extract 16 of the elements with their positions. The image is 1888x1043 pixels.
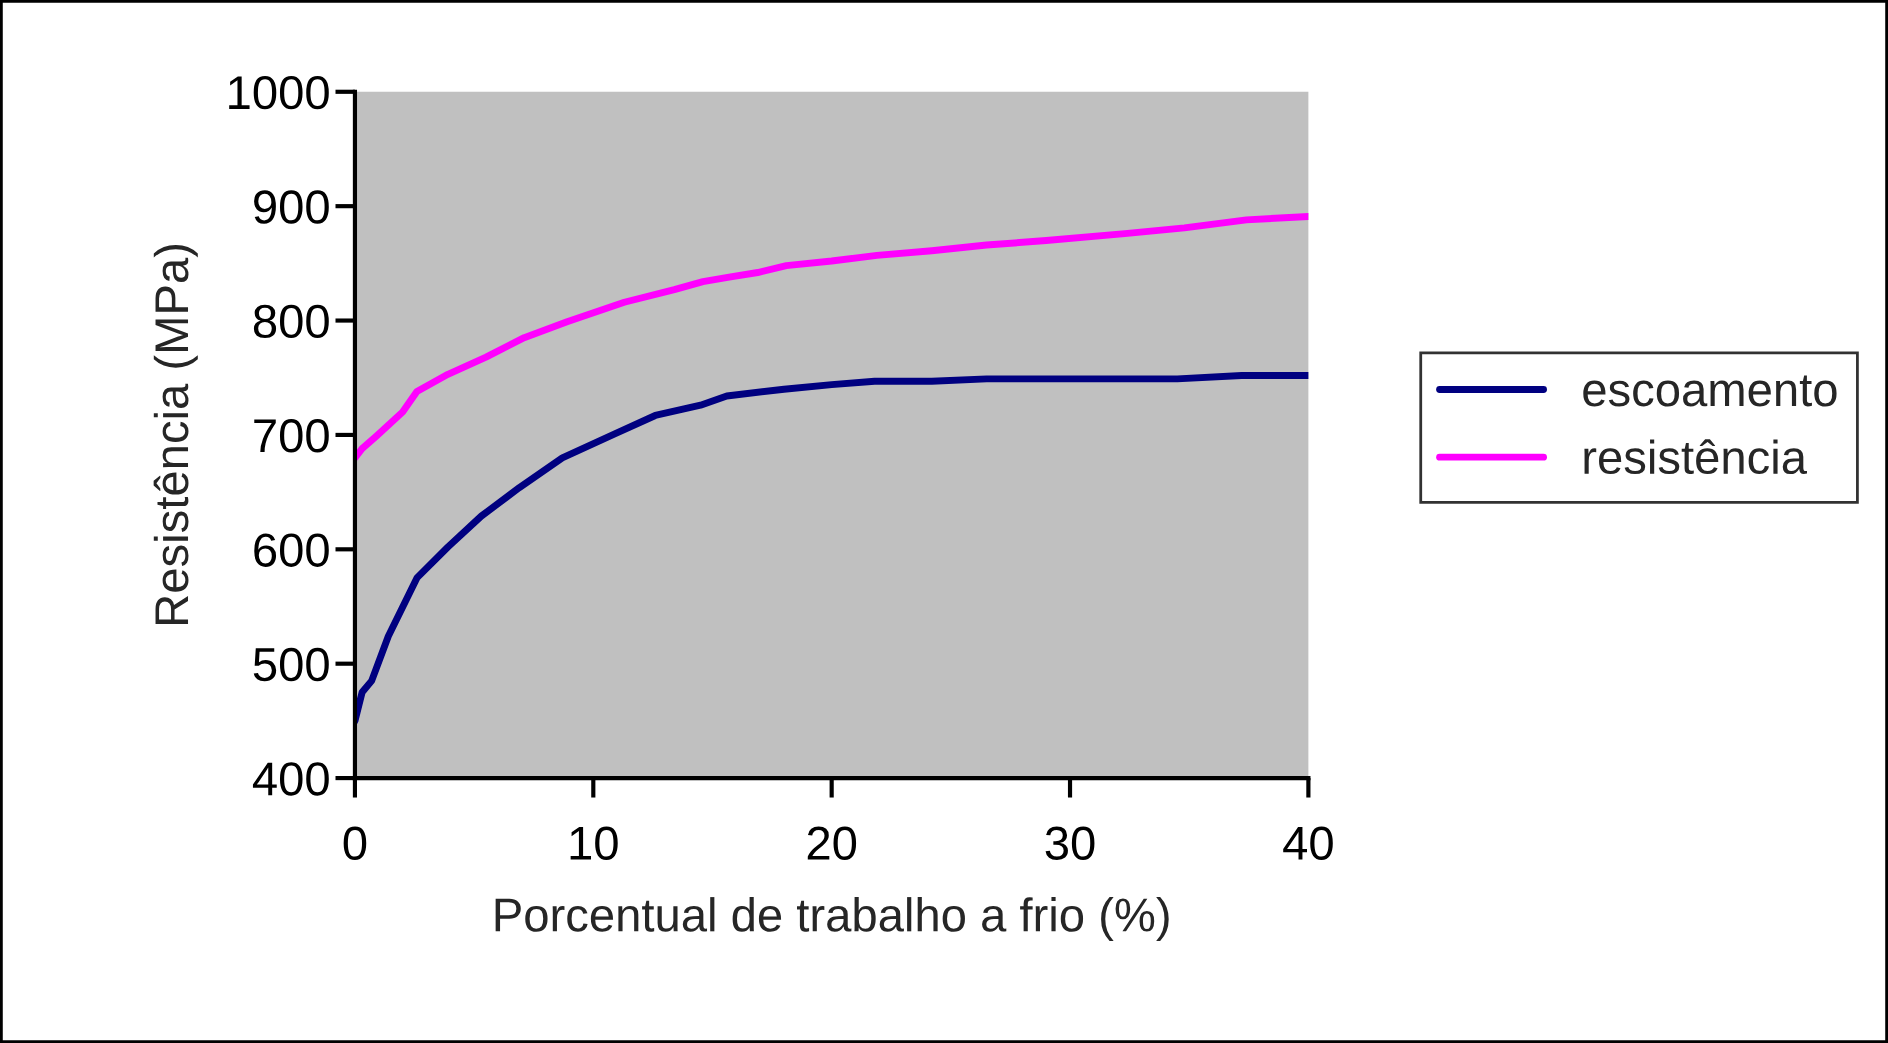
x-tick-label: 20: [807, 826, 857, 860]
y-tick-label: 800: [253, 304, 329, 339]
y-tick-label: 600: [254, 533, 329, 567]
x-tick-label: 30: [1045, 826, 1095, 860]
legend-label: resistência: [1584, 439, 1807, 475]
x-tick-label: 40: [1283, 826, 1333, 860]
x-tick-label: 0: [343, 826, 367, 860]
y-tick-label: 700: [254, 419, 329, 453]
y-axis-title: Resistência (MPa): [153, 244, 198, 624]
y-tick-label: 1000: [229, 75, 329, 110]
y-tick-label: 900: [254, 190, 329, 224]
y-tick-label: 500: [253, 647, 329, 682]
legend-label: escoamento: [1583, 375, 1837, 407]
x-axis-title: Porcentual de trabalho a frio (%): [495, 897, 1169, 942]
x-tick-label: 10: [570, 826, 618, 860]
y-tick-label: 400: [252, 762, 329, 796]
